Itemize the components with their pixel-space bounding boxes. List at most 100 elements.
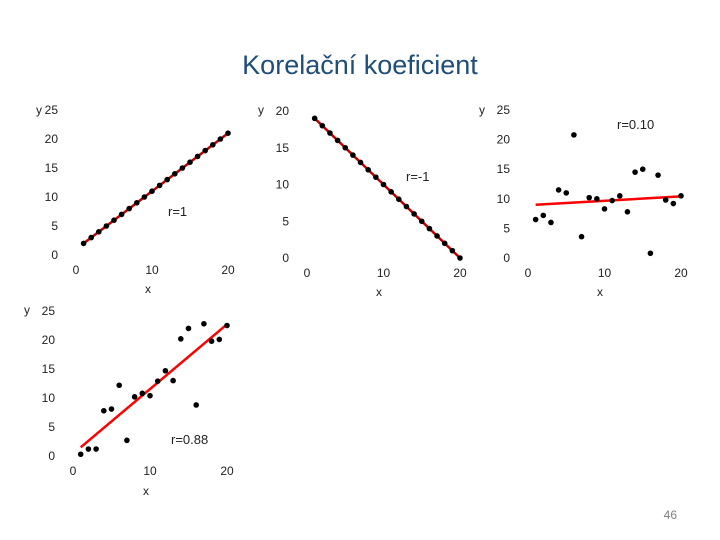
chart1-y-tick-label: 15	[45, 161, 59, 175]
chart4-data-point	[139, 390, 146, 397]
chart2-data-point	[350, 152, 356, 158]
chart4-x-tick-label: 0	[70, 464, 77, 478]
slide-number: 46	[663, 508, 677, 522]
chart3-y-tick-label: 15	[497, 162, 511, 176]
chart4-data-point	[131, 394, 138, 400]
chart2-x-axis-label: x	[376, 285, 382, 299]
chart4-y-axis-label: y	[24, 303, 30, 317]
chart4-data-point	[201, 320, 207, 327]
chart4-data-point	[193, 402, 199, 408]
chart3-data-point	[601, 206, 608, 212]
chart4-y-tick-label: 10	[42, 391, 56, 405]
chart4-y-tick-label: 5	[48, 420, 55, 434]
chart4-data-point	[108, 406, 115, 412]
chart1-data-point	[134, 200, 140, 206]
chart4-data-point	[216, 336, 223, 343]
chart4-y-tick-label: 0	[48, 449, 55, 463]
chart2-data-point	[434, 233, 440, 239]
chart1-data-point	[179, 165, 186, 171]
chart2-y-tick-label: 20	[276, 104, 290, 118]
chart1-x-tick-label: 20	[221, 263, 235, 277]
chart1-y-tick-label: 20	[45, 132, 59, 146]
chart3-data-point	[594, 196, 600, 202]
chart3-regression-line	[535, 195, 682, 206]
chart4-y-tick-label: 25	[42, 304, 56, 318]
chart1-data-point	[118, 211, 125, 218]
chart3-data-point	[548, 219, 554, 226]
chart3-x-tick-label: 10	[598, 266, 612, 280]
chart3-y-tick-label: 20	[497, 133, 511, 147]
chart3-data-point	[571, 132, 577, 138]
chart3-y-tick-label: 10	[497, 192, 511, 206]
chart2-data-point	[441, 240, 448, 247]
chart1-data-point	[126, 205, 132, 212]
chart1-y-tick-label: 10	[45, 190, 59, 204]
chart4-y-tick-label: 20	[42, 333, 56, 347]
chart2-y-tick-label: 15	[276, 141, 290, 155]
chart1-y-axis-label: y	[36, 103, 42, 117]
chart4-data-point	[170, 377, 176, 384]
chart4-data-point	[77, 451, 84, 458]
chart1-data-point	[111, 217, 117, 223]
chart4-data-point	[208, 338, 215, 344]
chart3-data-point	[678, 193, 684, 199]
chart3-correlation-label: r=0.10	[617, 117, 654, 132]
chart4-data-point	[154, 378, 161, 384]
chart4-data-point	[85, 446, 92, 452]
chart2-data-point	[342, 144, 349, 151]
chart3-data-point	[647, 250, 654, 257]
chart1-data-point	[164, 176, 170, 183]
chart2-data-point	[388, 189, 394, 195]
chart3-data-point	[639, 166, 646, 172]
chart3-data-point	[609, 197, 615, 204]
chart2-data-point	[418, 218, 425, 225]
chart2-data-point	[457, 255, 463, 261]
chart2-data-point	[327, 130, 333, 136]
chart1-data-point	[172, 171, 178, 177]
chart2-data-point	[426, 225, 433, 232]
chart3-x-tick-label: 0	[525, 266, 532, 280]
chart2-data-point	[380, 181, 387, 188]
chart1-correlation-label: r=1	[168, 204, 187, 219]
chart2-data-point	[411, 211, 417, 217]
chart4-data-point	[178, 336, 184, 342]
chart2-y-axis-label: y	[258, 103, 264, 117]
chart4-data-point	[147, 392, 153, 399]
chart1-y-tick-label: 25	[45, 103, 59, 117]
chart4-data-point	[162, 367, 169, 374]
chart2-y-tick-label: 0	[282, 251, 289, 265]
chart3-data-point	[624, 209, 631, 215]
chart3-data-point	[617, 193, 623, 199]
chart3-data-point	[563, 190, 570, 196]
chart4-y-tick-label: 15	[42, 362, 56, 376]
chart4-data-point	[224, 322, 230, 329]
chart3-y-axis-label: y	[479, 103, 485, 117]
chart2-y-tick-label: 10	[276, 178, 290, 192]
chart1-data-point	[202, 147, 208, 154]
chart3-data-point	[540, 212, 547, 219]
chart4-data-point	[124, 437, 130, 444]
chart2-data-point	[403, 203, 410, 210]
chart2-x-tick-label: 20	[453, 266, 467, 280]
chart2-correlation-label: r=-1	[406, 169, 429, 184]
chart4-regression-line	[79, 323, 228, 449]
chart4-correlation-label: r=0.88	[171, 432, 208, 447]
chart3-y-tick-label: 25	[497, 103, 511, 117]
chart1-data-point	[80, 240, 87, 247]
chart1-data-point	[210, 142, 216, 148]
chart2-data-point	[365, 167, 372, 173]
chart3-x-tick-label: 20	[674, 266, 688, 280]
chart3-data-point	[670, 200, 677, 207]
chart3-data-point	[578, 233, 585, 240]
chart3-data-point	[632, 169, 638, 175]
chart1-data-point	[194, 153, 201, 160]
chart2-data-point	[396, 196, 402, 202]
chart1-data-point	[187, 159, 193, 165]
chart4-x-tick-label: 10	[143, 464, 157, 478]
chart1-data-point	[103, 223, 110, 229]
chart4-data-point	[116, 382, 122, 389]
chart3-data-point	[586, 194, 592, 201]
chart4-data-point	[101, 407, 107, 414]
chart1-data-point	[96, 229, 102, 235]
